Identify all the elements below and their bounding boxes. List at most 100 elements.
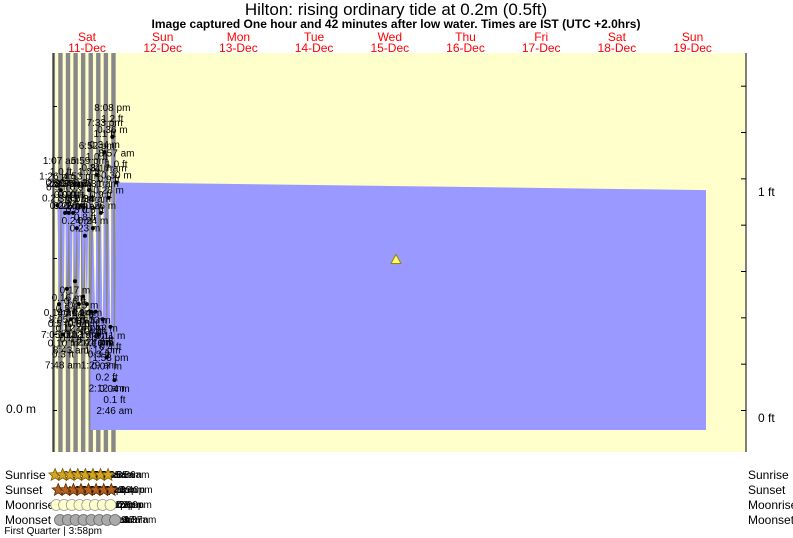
low-tide-metres: 0.12 m — [87, 323, 118, 334]
high-tide-time: 6:34 am — [75, 194, 111, 205]
axis-labels: 0.0 m 1 ft 0 ft — [6, 185, 775, 425]
right-axis-1ft-label: 1 ft — [758, 185, 775, 199]
high-tide-time: 8:57 am — [98, 149, 134, 160]
low-tide-time: 10:03 am — [58, 330, 100, 341]
low-tide-time: 9:37 pm — [57, 307, 93, 318]
low-tide-feet: 0.4 ft — [60, 334, 82, 345]
high-tide-time: 5:59 pm — [71, 156, 107, 167]
day-date: 14-Dec — [295, 41, 334, 55]
moonrise-row-label-right: Moonrise — [748, 498, 793, 512]
night-band — [88, 53, 93, 452]
tide-point — [93, 309, 98, 314]
low-tide-time: 11:19 am — [66, 330, 107, 341]
sunrise-row-label-right: Sunrise — [748, 468, 789, 482]
tide-point — [63, 210, 68, 215]
tide-point — [82, 233, 87, 238]
low-tide-time: 2:12 am — [89, 383, 125, 394]
low-tide-metres: 0.14 m — [72, 308, 103, 319]
high-tide-metres: 0.29 m — [74, 178, 105, 189]
low-tide-feet: 0.4 ft — [99, 342, 121, 353]
day-date: 11-Dec — [68, 41, 106, 55]
low-tide-feet: 0.5 ft — [72, 312, 94, 323]
tide-point — [64, 286, 69, 291]
low-tide-feet: 0.4 ft — [80, 327, 102, 338]
low-tide-feet: 0.1 ft — [103, 395, 125, 406]
tide-point — [110, 134, 115, 139]
day-name: Sat — [608, 30, 627, 44]
low-tide-feet: 0.4 ft — [84, 327, 106, 338]
high-tide-metres: 0.24 m — [78, 216, 109, 227]
high-tide-time: 8:17 am — [91, 164, 127, 175]
high-tide-feet: 0.9 ft — [70, 182, 92, 193]
high-tide-metres: 0.36 m — [97, 125, 128, 136]
day-labels: Sat11-DecSun12-DecMon13-DecTue14-DecWed1… — [68, 30, 712, 55]
moonset-time: 2:39am — [107, 515, 140, 526]
sunset-row-label-left: Sunset — [5, 483, 43, 497]
low-tide-feet: 0.5 ft — [68, 319, 90, 330]
low-tide-metres: 0.13 m — [76, 316, 107, 327]
moonrise-time: 1:28pm — [111, 500, 144, 511]
low-tide-time: 12:41 am — [70, 338, 112, 349]
tide-point — [96, 332, 101, 337]
low-tide-metres: 0.07 m — [91, 361, 122, 372]
high-tide-feet: 0.8 ft — [82, 205, 104, 216]
low-tide-metres: 0.10 m — [84, 339, 115, 350]
tide-extrema: 1:26 pm0.9 ft0.27 m0.14 m0.5 ft7:05 pm1:… — [39, 103, 134, 417]
moonrise-icon — [104, 499, 117, 511]
chart-frame — [52, 53, 747, 452]
moonset-time: 4:37am — [123, 515, 156, 526]
tide-point — [72, 279, 77, 284]
tide-point — [94, 172, 99, 177]
sunset-time: 4:39pm — [112, 485, 145, 496]
low-tide-metres: 0.15 m — [68, 301, 99, 312]
tide-point — [81, 294, 86, 299]
tide-point — [89, 309, 94, 314]
sunrise-row-label-left: Sunrise — [5, 468, 46, 482]
low-tide-feet: 0.6 ft — [64, 296, 86, 307]
high-tide-feet: 1.0 ft — [105, 160, 127, 171]
low-tide-metres: 0.11 m — [95, 331, 125, 342]
day-name: Wed — [378, 30, 402, 44]
low-tide-metres: 0.04 m — [99, 384, 130, 395]
night-band — [111, 53, 116, 452]
low-tide-feet: 0.5 ft — [48, 319, 70, 330]
high-tide-feet: 1.0 ft — [86, 152, 108, 163]
tide-point — [98, 210, 103, 215]
moonset-row-label-right: Moonset — [748, 513, 793, 527]
tide-point — [104, 355, 109, 360]
high-tide-metres: 0.29 m — [46, 178, 77, 189]
high-tide-metres: 0.26 m — [58, 201, 89, 212]
day-date: 12-Dec — [143, 41, 182, 55]
high-tide-time: 1:26 pm — [39, 171, 75, 182]
low-tide-feet: 0.4 ft — [91, 334, 113, 345]
tide-area — [57, 136, 706, 430]
low-tide-metres: 0.14 m — [44, 308, 75, 319]
high-tide-metres: 0.30 m — [101, 171, 132, 182]
high-tide-feet: 1.0 ft — [78, 167, 100, 178]
tide-point — [58, 188, 63, 193]
night-band — [96, 53, 101, 452]
day-date: 13-Dec — [219, 41, 258, 55]
low-tide-time: 2:24 pm — [77, 338, 113, 349]
high-tide-feet: 1.2 ft — [101, 114, 123, 125]
high-tide-metres: 0.24 m — [62, 216, 93, 227]
tide-point — [66, 210, 71, 215]
current-tide-marker — [390, 253, 402, 264]
low-tide-time: 2:46 am — [96, 406, 132, 417]
high-tide-time: 2:20 pm — [47, 179, 83, 190]
low-tide-metres: 0.17 m — [60, 285, 91, 296]
tide-point — [86, 188, 91, 193]
tide-point — [74, 226, 79, 231]
low-tide-metres: 0.12 m — [56, 323, 87, 334]
night-band — [58, 53, 63, 452]
moonrise-row-label-left: Moonrise — [5, 498, 55, 512]
tide-point — [84, 302, 89, 307]
sunset-row-label-right: Sunset — [748, 483, 786, 497]
low-tide-time: 1:12 pm — [85, 345, 121, 356]
day-date: 16-Dec — [446, 41, 485, 55]
tide-water-area — [57, 136, 706, 430]
day-name: Mon — [227, 30, 250, 44]
day-date: 17-Dec — [522, 41, 561, 55]
sunrise-time: 6:36am — [116, 470, 149, 481]
